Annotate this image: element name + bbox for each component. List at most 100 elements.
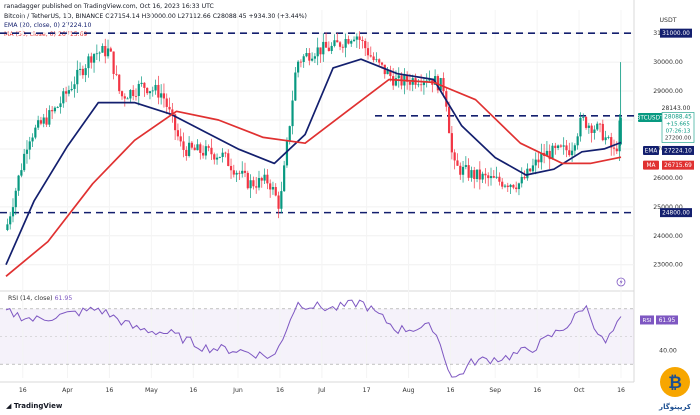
candle-body (512, 184, 515, 188)
candle-body (280, 191, 283, 209)
rsi-value-bg (656, 315, 678, 325)
candle-body (319, 47, 322, 55)
candle-body (344, 39, 347, 48)
candle-body (305, 53, 308, 57)
candle-body (120, 91, 124, 97)
candle-body (207, 146, 210, 148)
time-tick-label: May (145, 387, 158, 394)
candle-body (372, 56, 375, 61)
candle-body (67, 90, 70, 94)
candle-body (520, 176, 523, 184)
lightning-icon-bolt (619, 279, 623, 285)
candle-body (246, 172, 249, 189)
candle-body (355, 36, 358, 40)
candle-body (285, 140, 289, 166)
candle-body (366, 48, 370, 56)
candle-body (204, 146, 207, 156)
candle-body (604, 137, 607, 141)
ma-legend-text: MA (50, close, 0) 26715.69 (4, 31, 88, 38)
candle-body (104, 45, 107, 57)
time-tick-label: 16 (189, 387, 197, 394)
candle-body (277, 195, 280, 209)
candle-body (422, 81, 426, 86)
candle-body (232, 170, 235, 175)
candle-body (249, 180, 252, 189)
candle-body (140, 82, 143, 84)
candle-body (324, 41, 328, 48)
candle-body (327, 47, 330, 52)
candle-body (151, 90, 154, 92)
candle-body (294, 72, 297, 101)
candle-body (42, 117, 45, 124)
candle-body (316, 47, 319, 57)
candle-body (218, 156, 221, 158)
candle-body (551, 145, 554, 160)
ma-tag: MA (647, 163, 656, 169)
candle-body (288, 126, 291, 141)
candle-body (213, 154, 216, 160)
candle-body (347, 39, 350, 44)
indicator-lines (5, 58, 622, 277)
candle-body (364, 41, 367, 49)
candle-body (9, 216, 12, 225)
candle-body (201, 152, 205, 156)
ema-legend-text: EMA (20, close, 0) 27224.10 (4, 22, 92, 29)
candle-body (299, 61, 303, 63)
candle-body (601, 123, 604, 141)
price-tick-label: 26000.00 (653, 175, 683, 182)
candle-body (545, 150, 549, 156)
candle-body (341, 46, 344, 48)
candle-body (78, 68, 82, 70)
candle-body (579, 117, 582, 137)
tradingview-brand[interactable]: ◢ TradingView (6, 402, 62, 410)
candle-body (352, 39, 356, 42)
time-tick-label: 16 (617, 387, 625, 394)
candle-body (596, 123, 599, 130)
candle-body (330, 45, 333, 52)
candle-body (529, 168, 532, 172)
candle-body (420, 84, 423, 86)
candle-body (76, 69, 79, 85)
candle-body (118, 74, 121, 92)
candle-body (582, 117, 585, 118)
btc-price-label: 28088.45 (664, 114, 692, 120)
ma-legend: MA (50, close, 0) 26715.69 (4, 31, 87, 38)
candle-body (257, 178, 261, 188)
candle-body (612, 147, 616, 149)
candle-body (274, 187, 277, 196)
candle-body (470, 170, 473, 178)
candle-body (428, 79, 431, 81)
candle-body (182, 141, 185, 150)
candle-body (523, 176, 526, 179)
ma-tag-bg (643, 160, 659, 170)
ema-tag-bg (643, 145, 659, 155)
candle-body (59, 103, 62, 108)
btc-info-box (661, 112, 695, 143)
candle-body (134, 95, 138, 97)
candle-body (6, 224, 9, 230)
candle-body (283, 165, 286, 192)
btc-extra-label: 27200.00 (665, 135, 692, 141)
candle-body (20, 170, 23, 176)
candle-body (484, 173, 487, 176)
candle-body (610, 137, 613, 148)
candle-body (90, 56, 93, 63)
candle-body (190, 142, 193, 148)
candle-body (369, 55, 372, 57)
price-labels: 31000.00 24800.00 28143.00 BTCUSDT 28088.45+… (616, 28, 695, 325)
rsi-tag-bg (640, 315, 654, 325)
candle-body (509, 184, 512, 188)
candle-body (531, 165, 535, 172)
candle-body (171, 109, 174, 115)
rsi-value-label: 61.95 (659, 318, 676, 324)
candle-body (165, 98, 168, 107)
candle-body (87, 56, 90, 69)
horizontal-levels (0, 32, 634, 214)
candle-body (73, 84, 76, 89)
rsi-line (5, 299, 622, 378)
candle-body (271, 187, 275, 190)
candle-body (308, 53, 311, 61)
candle-body (101, 45, 104, 53)
watermark: ₿ کریپتوگار (654, 365, 696, 411)
